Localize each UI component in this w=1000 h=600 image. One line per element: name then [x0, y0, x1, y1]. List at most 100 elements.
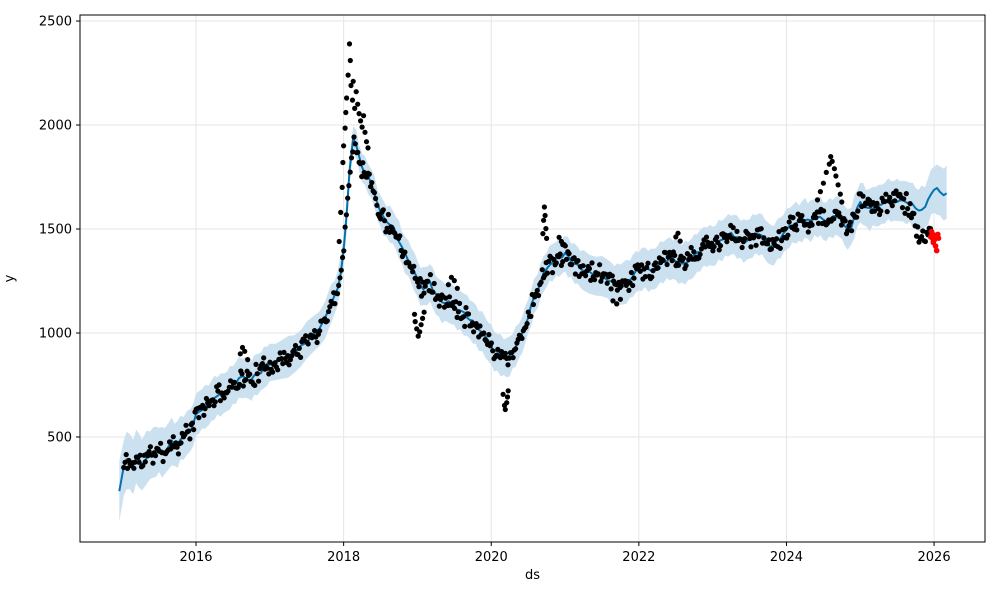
history-point: [820, 180, 827, 186]
history-point: [312, 328, 318, 334]
history-point: [347, 57, 353, 64]
history-point: [878, 208, 884, 214]
history-point: [901, 196, 907, 202]
history-point: [742, 236, 748, 242]
history-point: [346, 41, 353, 47]
anomaly-point: [932, 243, 939, 249]
history-point: [371, 190, 377, 196]
y-tick-label: 1000: [39, 326, 72, 341]
history-point: [756, 234, 762, 240]
history-point: [556, 234, 562, 240]
history-point: [150, 460, 156, 466]
history-point: [569, 262, 575, 268]
history-point: [724, 239, 730, 245]
history-point: [903, 191, 909, 197]
axis-spines: [79, 14, 986, 543]
x-tick-label: 2020: [475, 550, 508, 565]
history-point: [871, 208, 878, 214]
history-point: [402, 249, 408, 255]
history-point: [502, 350, 508, 356]
history-point: [416, 284, 422, 290]
history-point: [845, 228, 851, 234]
history-point: [766, 237, 772, 243]
history-point: [124, 465, 131, 471]
history-point: [777, 245, 783, 251]
history-point: [259, 361, 265, 367]
history-scatter: [121, 41, 934, 471]
history-point: [217, 398, 223, 404]
history-point: [899, 205, 906, 211]
history-point: [675, 230, 681, 236]
history-point: [660, 257, 666, 263]
history-point: [626, 287, 632, 293]
history-point: [216, 382, 222, 388]
history-point: [347, 169, 353, 175]
history-point: [385, 211, 391, 218]
history-point: [267, 359, 273, 365]
history-point: [847, 219, 853, 225]
history-point: [345, 72, 351, 78]
anomaly-point: [935, 235, 942, 241]
history-point: [710, 248, 716, 254]
history-point: [187, 436, 193, 442]
history-point: [348, 155, 355, 161]
history-point: [505, 362, 511, 368]
history-point: [387, 229, 393, 235]
anomaly-scatter: [928, 228, 942, 254]
history-point: [305, 341, 311, 347]
history-point: [855, 208, 861, 214]
history-point: [495, 346, 501, 352]
history-point: [256, 378, 262, 384]
history-point: [542, 212, 548, 219]
history-point: [425, 278, 431, 284]
history-point: [541, 217, 547, 223]
history-point: [525, 309, 531, 315]
x-tick-label: 2022: [622, 550, 655, 565]
history-point: [884, 209, 890, 215]
history-point: [356, 111, 362, 117]
history-point: [814, 197, 821, 203]
history-point: [349, 97, 356, 103]
history-point: [239, 371, 245, 377]
history-point: [346, 183, 352, 189]
history-point: [201, 412, 207, 418]
history-point: [358, 118, 364, 124]
history-point: [609, 273, 615, 279]
history-point: [919, 234, 925, 240]
history-point: [360, 160, 366, 166]
history-point: [454, 285, 460, 291]
history-point: [445, 282, 451, 288]
history-point: [374, 202, 380, 208]
history-point: [831, 216, 837, 222]
history-point: [821, 208, 827, 214]
history-point: [642, 274, 649, 280]
history-point: [618, 283, 624, 289]
history-point: [589, 260, 595, 266]
history-point: [546, 258, 552, 264]
history-point: [836, 210, 842, 216]
history-point: [583, 273, 589, 279]
history-point: [681, 255, 687, 261]
history-point: [382, 218, 388, 224]
history-point: [481, 330, 487, 336]
history-point: [136, 459, 142, 465]
history-point: [849, 228, 855, 234]
history-point: [500, 391, 506, 397]
history-point: [785, 232, 791, 238]
history-point: [610, 298, 616, 304]
history-point: [272, 360, 278, 366]
history-point: [145, 453, 151, 459]
history-point: [761, 235, 767, 241]
history-point: [553, 260, 559, 266]
history-point: [446, 294, 453, 300]
history-point: [617, 296, 624, 302]
history-point: [158, 440, 164, 446]
history-point: [586, 266, 593, 272]
history-point: [782, 226, 789, 232]
history-point: [286, 362, 292, 368]
history-point: [892, 198, 898, 204]
history-point: [630, 282, 636, 289]
history-point: [524, 321, 530, 327]
history-point: [748, 244, 754, 250]
history-point: [597, 262, 603, 268]
